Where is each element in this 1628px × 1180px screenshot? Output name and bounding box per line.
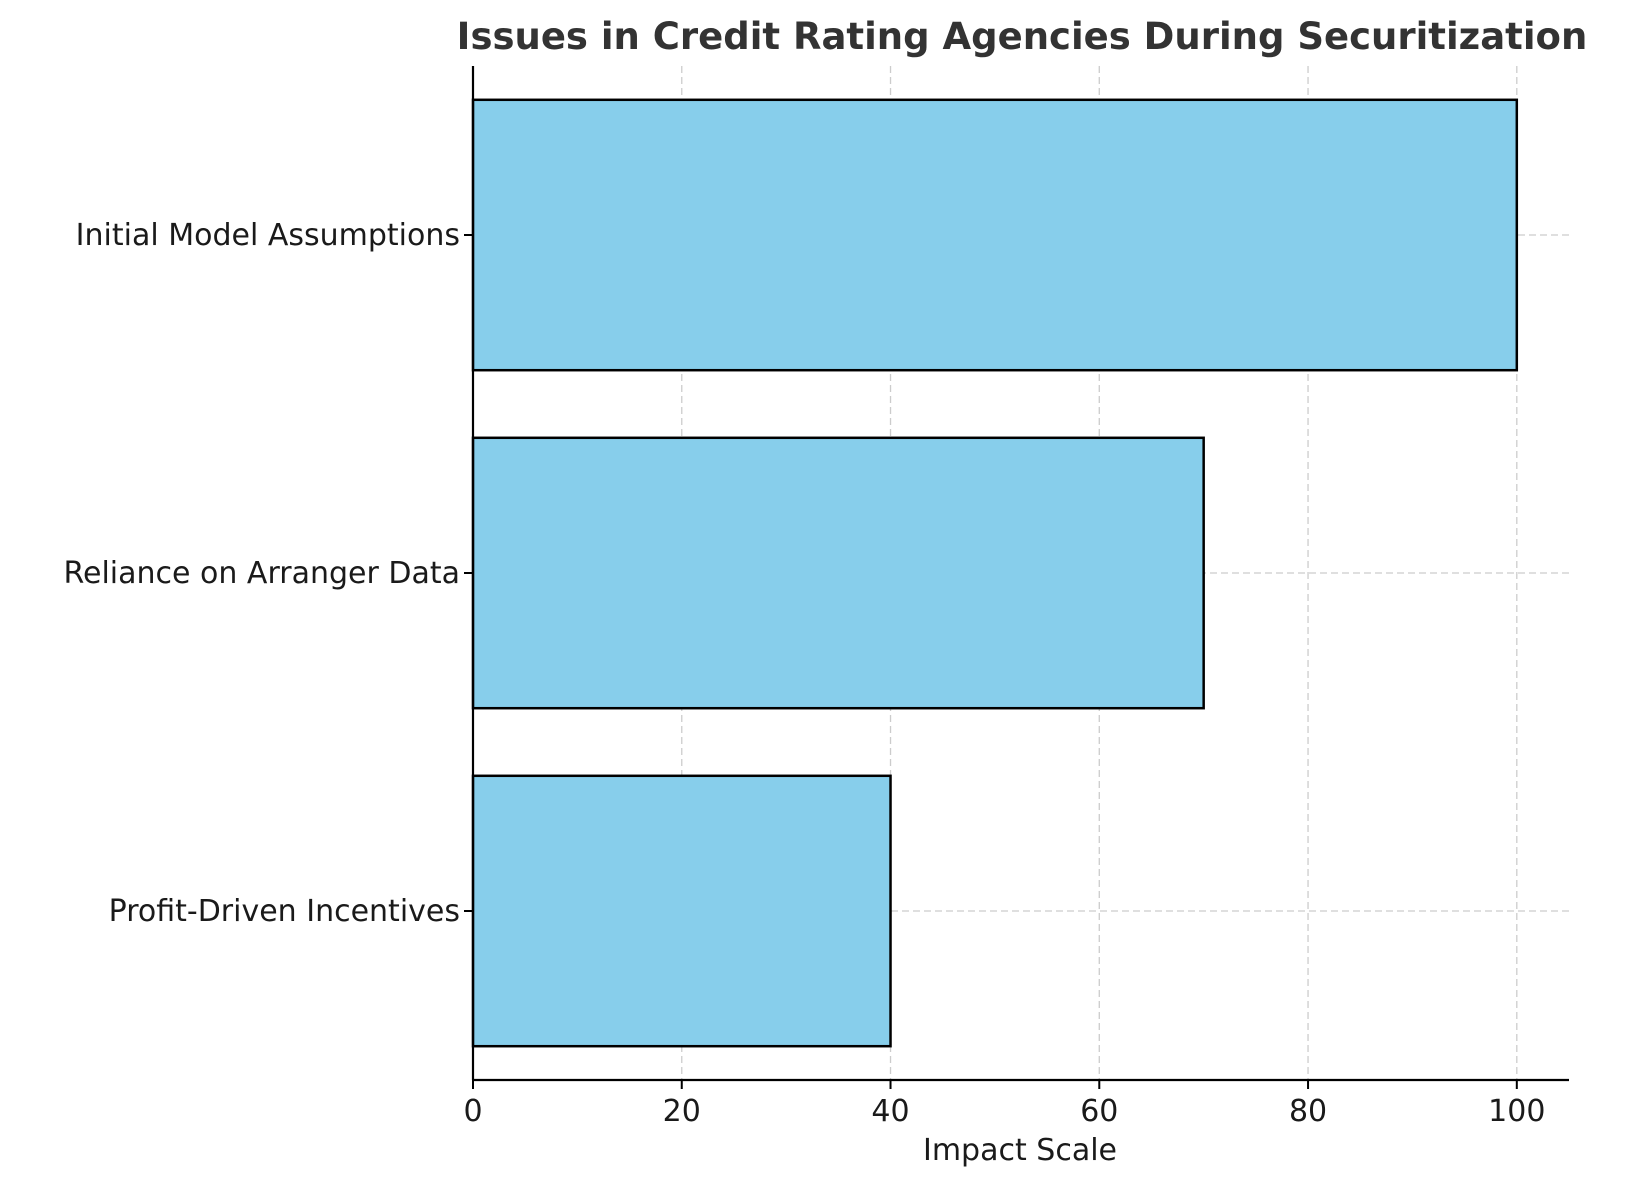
bar (471, 98, 1519, 372)
x-tick-label: 20 (663, 1094, 701, 1129)
x-tick-label: 0 (463, 1094, 482, 1129)
y-tick-label: Reliance on Arranger Data (64, 556, 460, 591)
bar (471, 774, 892, 1048)
x-tick-label: 60 (1080, 1094, 1118, 1129)
bars (471, 98, 1519, 1048)
x-axis-label: Impact Scale (923, 1133, 1117, 1168)
y-axis-ticks: Initial Model Assumptions Reliance on Arr… (64, 218, 473, 929)
x-tick-label: 40 (871, 1094, 909, 1129)
x-axis-ticks: 0 20 40 60 80 100 (463, 1080, 1545, 1129)
x-tick-label: 100 (1488, 1094, 1545, 1129)
y-tick-label: Initial Model Assumptions (76, 218, 460, 253)
x-tick-label: 80 (1289, 1094, 1327, 1129)
bar (471, 436, 1205, 710)
chart-title: Issues in Credit Rating Agencies During … (457, 15, 1588, 58)
y-tick-label: Profit-Driven Incentives (109, 894, 460, 929)
